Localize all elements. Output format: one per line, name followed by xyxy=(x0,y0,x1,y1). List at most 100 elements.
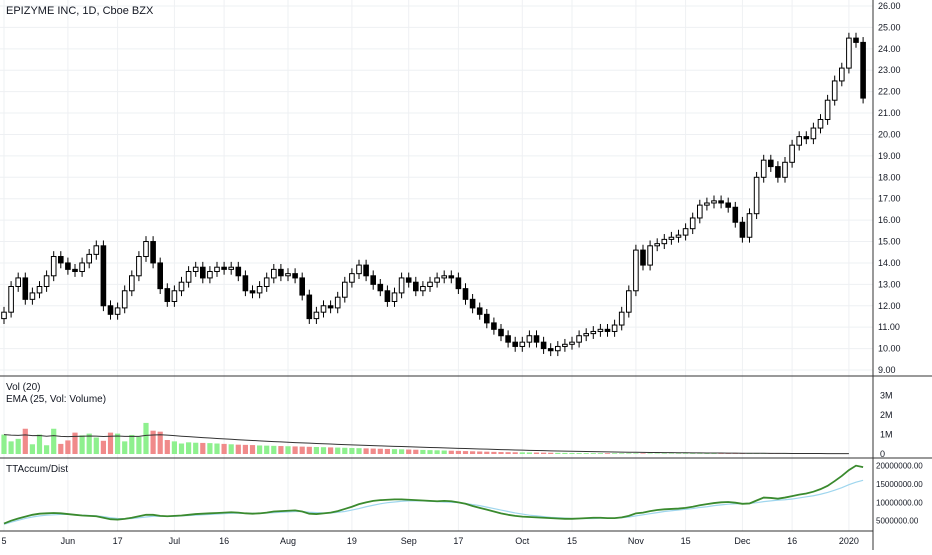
price-tick-label: 20.00 xyxy=(878,129,901,139)
accum-tick-label: 10000000.00 xyxy=(876,498,923,507)
volume-bar xyxy=(442,451,447,454)
volume-bar xyxy=(662,453,667,454)
volume-tick-label: 1M xyxy=(880,430,893,440)
volume-bar xyxy=(236,445,241,454)
volume-bar xyxy=(392,449,397,454)
candle xyxy=(847,33,852,74)
volume-bar xyxy=(285,446,290,454)
time-tick-label: Aug xyxy=(280,536,296,546)
volume-bar xyxy=(37,435,42,454)
candle xyxy=(861,37,866,103)
price-tick-label: 23.00 xyxy=(878,65,901,75)
volume-bar xyxy=(193,443,198,454)
price-tick-label: 19.00 xyxy=(878,151,901,161)
volume-bar xyxy=(420,450,425,454)
volume-bar xyxy=(122,441,127,454)
time-tick-label: Jun xyxy=(61,536,76,546)
volume-bar xyxy=(328,447,333,454)
volume-bar xyxy=(591,453,596,454)
volume-legend: Vol (20) xyxy=(6,382,40,393)
volume-bar xyxy=(633,453,638,454)
volume-bar xyxy=(605,453,610,454)
time-tick-label: 17 xyxy=(453,536,463,546)
time-tick-label: 19 xyxy=(347,536,357,546)
volume-bar xyxy=(243,445,248,454)
volume-bar xyxy=(136,437,141,454)
price-tick-label: 11.00 xyxy=(878,322,900,332)
volume-bar xyxy=(335,448,340,454)
candle xyxy=(9,281,14,317)
volume-bar xyxy=(129,435,134,454)
price-tick-label: 9.00 xyxy=(878,365,896,375)
volume-bar xyxy=(58,444,63,454)
volume-bar xyxy=(413,450,418,454)
volume-bar xyxy=(321,447,326,454)
volume-bar xyxy=(349,448,354,454)
volume-bar xyxy=(200,443,205,454)
volume-bar xyxy=(385,449,390,454)
volume-bar xyxy=(655,453,660,454)
volume-bar xyxy=(364,448,369,454)
volume-bar xyxy=(250,445,255,454)
price-tick-label: 22.00 xyxy=(878,87,901,97)
volume-bar xyxy=(30,444,35,454)
accum-legend: TTAccum/Dist xyxy=(6,464,68,475)
time-tick-label: 17 xyxy=(113,536,123,546)
volume-bar xyxy=(548,453,553,454)
volume-bar xyxy=(648,453,653,454)
volume-bar xyxy=(172,441,177,454)
volume-bar xyxy=(356,448,361,454)
price-tick-label: 12.00 xyxy=(878,301,901,311)
price-tick-label: 25.00 xyxy=(878,22,901,32)
volume-bar xyxy=(87,434,92,454)
volume-bar xyxy=(94,437,99,454)
volume-bar xyxy=(143,423,148,454)
volume-bar xyxy=(406,450,411,454)
volume-bar xyxy=(9,441,14,454)
volume-bar xyxy=(534,453,539,454)
volume-bar xyxy=(506,452,511,454)
time-tick-label: 5 xyxy=(1,536,6,546)
accum-tick-label: 5000000.00 xyxy=(876,517,919,526)
time-tick-label: 15 xyxy=(567,536,577,546)
volume-bar xyxy=(151,431,156,454)
volume-bar xyxy=(520,452,525,454)
volume-bar xyxy=(584,453,589,454)
volume-bar xyxy=(555,453,560,454)
volume-bar xyxy=(101,441,106,454)
volume-bar xyxy=(498,452,503,454)
candle xyxy=(747,208,752,242)
volume-bar xyxy=(562,453,567,454)
volume-bar xyxy=(342,448,347,454)
volume-tick-label: 3M xyxy=(880,391,893,401)
candle xyxy=(634,245,639,296)
price-tick-label: 21.00 xyxy=(878,108,901,118)
volume-bar xyxy=(229,444,234,454)
volume-bar xyxy=(300,447,305,454)
volume-bar xyxy=(44,445,49,454)
time-tick-label: Jul xyxy=(169,536,181,546)
volume-bar xyxy=(470,451,475,454)
candle xyxy=(754,172,759,219)
volume-bar xyxy=(222,444,227,454)
volume-bar xyxy=(456,451,461,454)
volume-bar xyxy=(314,447,319,454)
volume-bar xyxy=(186,442,191,454)
volume-bar xyxy=(569,453,574,454)
volume-bar xyxy=(371,449,376,454)
time-tick-label: Oct xyxy=(515,536,530,546)
price-tick-label: 16.00 xyxy=(878,215,901,225)
accum-tick-label: 15000000.00 xyxy=(876,480,923,489)
volume-bar xyxy=(463,451,468,454)
volume-bar xyxy=(378,449,383,454)
volume-bar xyxy=(65,440,70,454)
volume-bar xyxy=(115,434,120,454)
volume-bar xyxy=(16,439,21,454)
volume-bar xyxy=(541,453,546,454)
volume-bar xyxy=(527,452,532,454)
price-tick-label: 14.00 xyxy=(878,258,901,268)
volume-bar xyxy=(264,446,269,454)
time-tick-label: Dec xyxy=(734,536,751,546)
time-tick-label: 2020 xyxy=(839,536,859,546)
